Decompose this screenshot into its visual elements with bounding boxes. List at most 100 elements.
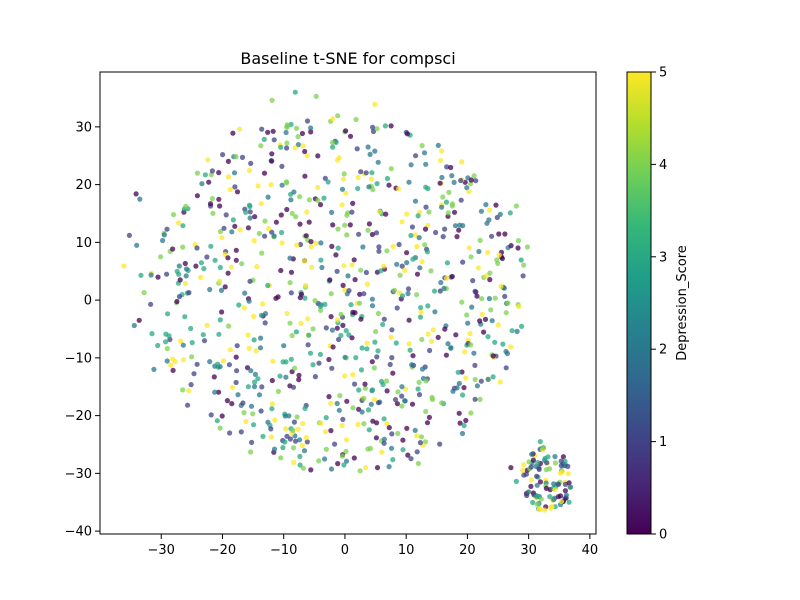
data-point: [250, 411, 256, 417]
data-point: [520, 467, 526, 474]
data-point: [508, 465, 514, 471]
data-point: [414, 433, 420, 439]
data-point: [454, 385, 460, 391]
data-point: [415, 386, 421, 392]
data-point: [369, 296, 375, 302]
data-point: [298, 291, 305, 297]
data-point: [292, 438, 299, 444]
data-point: [500, 341, 506, 347]
data-point: [485, 334, 491, 340]
data-point: [509, 328, 515, 334]
data-point: [461, 385, 467, 391]
data-point: [502, 231, 508, 237]
data-point: [367, 151, 373, 157]
data-point: [248, 160, 254, 166]
data-point: [234, 343, 240, 349]
data-point: [364, 346, 370, 352]
data-point: [275, 388, 281, 394]
data-point: [258, 201, 264, 207]
data-point: [424, 420, 431, 426]
data-point: [381, 436, 387, 442]
data-point: [258, 335, 264, 341]
data-point: [423, 204, 429, 210]
data-point: [329, 327, 335, 333]
data-point: [386, 425, 392, 431]
data-point: [155, 342, 161, 349]
data-point: [349, 262, 355, 268]
data-point: [438, 157, 444, 164]
data-point: [172, 359, 178, 365]
data-point: [306, 219, 312, 225]
data-point: [349, 335, 355, 341]
data-point: [444, 260, 450, 266]
data-point: [328, 314, 334, 320]
data-point: [412, 198, 419, 204]
data-point: [413, 153, 419, 159]
data-point: [251, 384, 258, 390]
data-point: [207, 201, 214, 207]
data-point: [559, 469, 565, 475]
data-point: [439, 400, 445, 406]
data-point: [371, 365, 377, 371]
data-point: [273, 219, 279, 225]
data-point: [210, 210, 216, 216]
data-point: [258, 312, 264, 318]
data-point: [252, 371, 258, 377]
data-point: [164, 226, 170, 232]
data-point: [352, 277, 358, 283]
colorbar-label: Depression_Score: [675, 245, 690, 361]
data-point: [381, 263, 387, 269]
data-point: [521, 462, 527, 468]
data-point: [421, 150, 428, 156]
data-point: [464, 312, 470, 318]
data-point: [217, 228, 224, 235]
data-point: [226, 362, 232, 368]
data-point: [487, 277, 493, 283]
data-point: [406, 341, 412, 347]
data-point: [216, 170, 222, 176]
data-point: [382, 123, 388, 129]
data-point: [448, 164, 454, 171]
data-point: [359, 409, 365, 415]
data-point: [225, 158, 231, 164]
data-point: [541, 507, 548, 513]
data-point: [552, 487, 558, 493]
data-point: [461, 422, 467, 429]
data-point: [358, 169, 364, 175]
data-point: [316, 360, 322, 366]
data-point: [402, 398, 408, 404]
data-point: [279, 163, 285, 169]
data-point: [322, 456, 328, 462]
data-point: [302, 283, 309, 289]
data-point: [468, 342, 474, 348]
data-point: [287, 280, 293, 286]
data-point: [219, 413, 225, 419]
data-point: [437, 180, 443, 186]
data-point: [304, 439, 310, 445]
data-point: [343, 190, 349, 196]
data-point: [354, 146, 360, 152]
data-point: [253, 348, 259, 354]
data-point: [174, 298, 180, 305]
data-point: [151, 366, 157, 372]
data-point: [194, 245, 200, 251]
data-point: [365, 227, 371, 233]
data-point: [308, 125, 314, 131]
data-point: [217, 203, 223, 209]
data-point: [353, 116, 359, 123]
data-point: [524, 244, 531, 250]
data-point: [335, 245, 341, 251]
data-point: [489, 318, 495, 324]
data-point: [284, 180, 290, 186]
data-point: [220, 358, 226, 364]
data-point: [380, 321, 386, 328]
data-point: [417, 314, 424, 320]
data-point: [163, 339, 169, 345]
data-point: [208, 412, 214, 418]
data-point: [226, 323, 232, 329]
data-point: [329, 140, 336, 146]
y-tick-label: 0: [84, 294, 92, 309]
data-point: [472, 288, 478, 294]
data-point: [233, 257, 239, 263]
data-point: [278, 144, 284, 150]
